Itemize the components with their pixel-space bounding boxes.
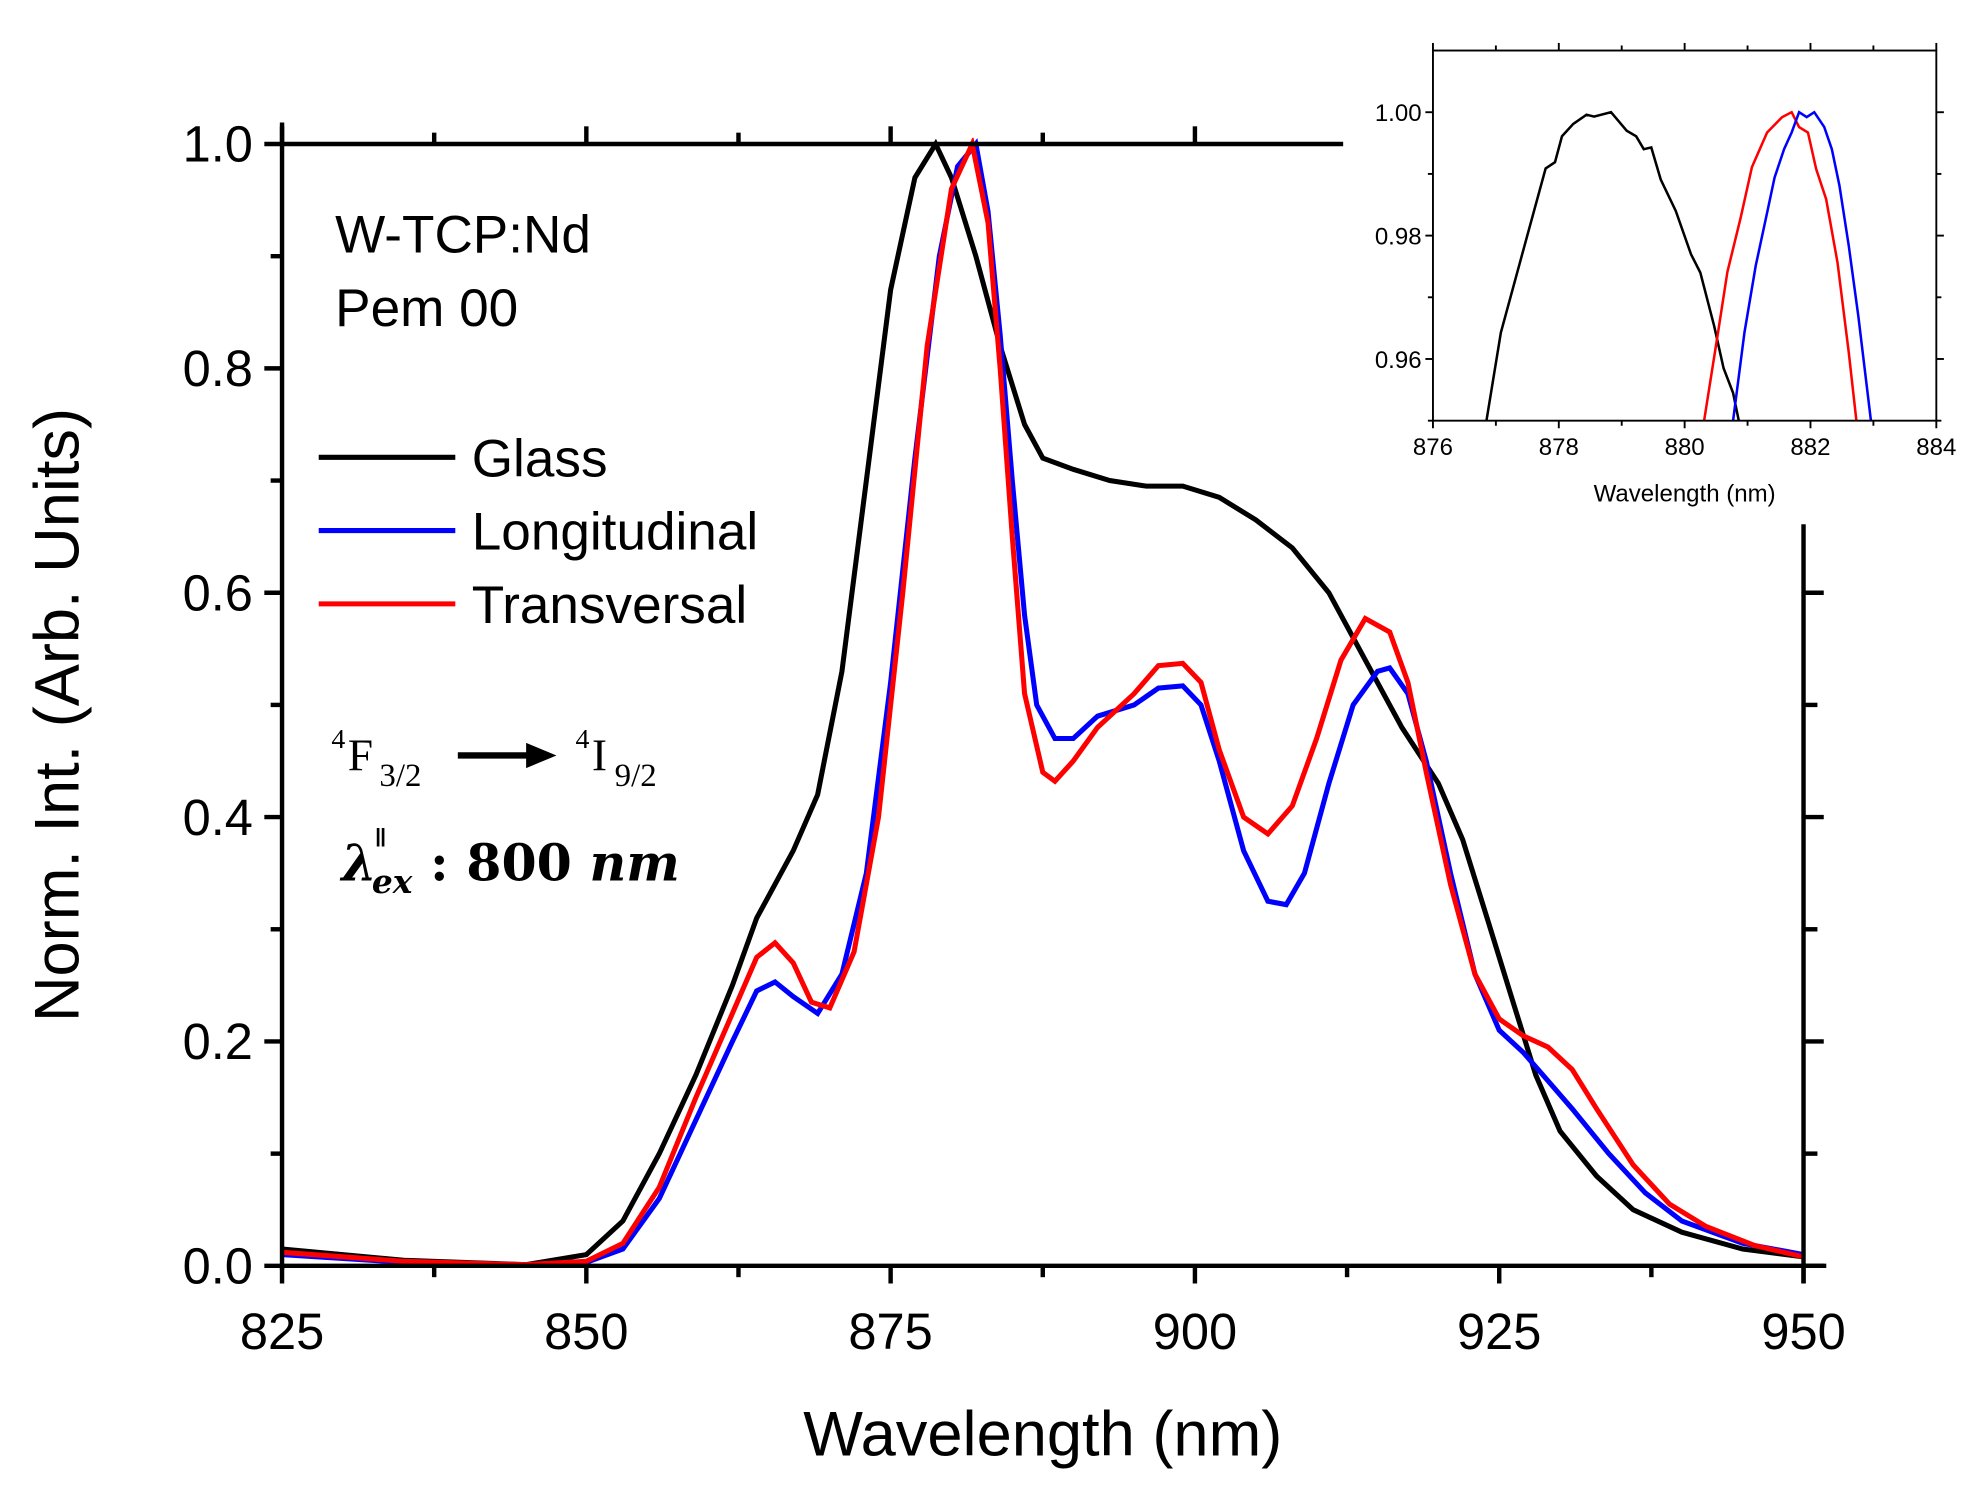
sample-id-label: Pem 00 (335, 279, 518, 338)
legend-label-glass: Glass (472, 429, 608, 488)
series-line-glass (282, 138, 1804, 1266)
y-tick-label: 0.8 (183, 340, 253, 397)
svg-text:I: I (592, 730, 607, 781)
inset-x-tick-label: 880 (1665, 434, 1705, 461)
inset-y-tick-label: 0.98 (1375, 223, 1422, 250)
inset-series-line (1485, 110, 1741, 421)
legend: Glass Longitudinal Transversal (318, 429, 758, 635)
y-tick-label: 0.0 (183, 1238, 253, 1295)
inset-x-tick-label: 876 (1413, 434, 1453, 461)
svg-text:4: 4 (331, 724, 345, 755)
svg-text:F: F (348, 730, 373, 781)
x-axis-title: Wavelength (nm) (803, 1399, 1282, 1469)
legend-label-longitudinal: Longitudinal (472, 503, 758, 562)
svg-text:λ: λ (339, 834, 376, 893)
svg-text:: 800 nm: : 800 nm (430, 834, 680, 893)
inset-y-tick-label: 1.00 (1375, 100, 1422, 127)
y-tick-label: 1.0 (183, 116, 253, 173)
legend-label-transversal: Transversal (472, 576, 747, 635)
inset-plot: 876 878 880 882 884 0.96 0.98 1.00 Wavelength (n… (1375, 37, 1973, 510)
y-tick-label: 0.4 (183, 789, 253, 846)
x-tick-label: 825 (240, 1303, 324, 1360)
inset-x-axis-title: Wavelength (nm) (1594, 481, 1776, 508)
x-tick-label: 925 (1457, 1303, 1541, 1360)
sample-label: W-TCP:Nd (335, 206, 591, 265)
inset-series-line (1731, 110, 1873, 421)
main-plot: 825 850 875 900 925 950 0.0 0.2 0.4 0.6 0.8 1.0 Wave… (22, 116, 1845, 1470)
inset-background (1382, 37, 1973, 510)
series-line-transversal (282, 137, 1804, 1266)
svg-text:9/2: 9/2 (615, 758, 657, 794)
inset-x-tick-label: 884 (1916, 434, 1956, 461)
x-tick-label: 950 (1761, 1303, 1845, 1360)
excitation-annotation: λ ǁ ex : 800 nm (339, 822, 679, 901)
inset-series-line (1702, 110, 1858, 421)
x-tick-label: 900 (1153, 1303, 1237, 1360)
y-axis-title: Norm. Int. (Arb. Units) (22, 408, 92, 1022)
svg-text:ex: ex (372, 862, 413, 901)
svg-text:3/2: 3/2 (379, 758, 421, 794)
y-tick-label: 0.2 (183, 1013, 253, 1070)
svg-text:ǁ: ǁ (374, 822, 386, 852)
svg-text:4: 4 (575, 724, 589, 755)
inset-x-tick-label: 878 (1539, 434, 1579, 461)
inset-y-tick-label: 0.96 (1375, 347, 1422, 374)
x-tick-label: 850 (544, 1303, 628, 1360)
inset-x-tick-label: 882 (1790, 434, 1830, 461)
transition-annotation: 4 F 3/2 4 I 9/2 (331, 724, 656, 794)
x-tick-label: 875 (848, 1303, 932, 1360)
y-tick-label: 0.6 (183, 564, 253, 621)
